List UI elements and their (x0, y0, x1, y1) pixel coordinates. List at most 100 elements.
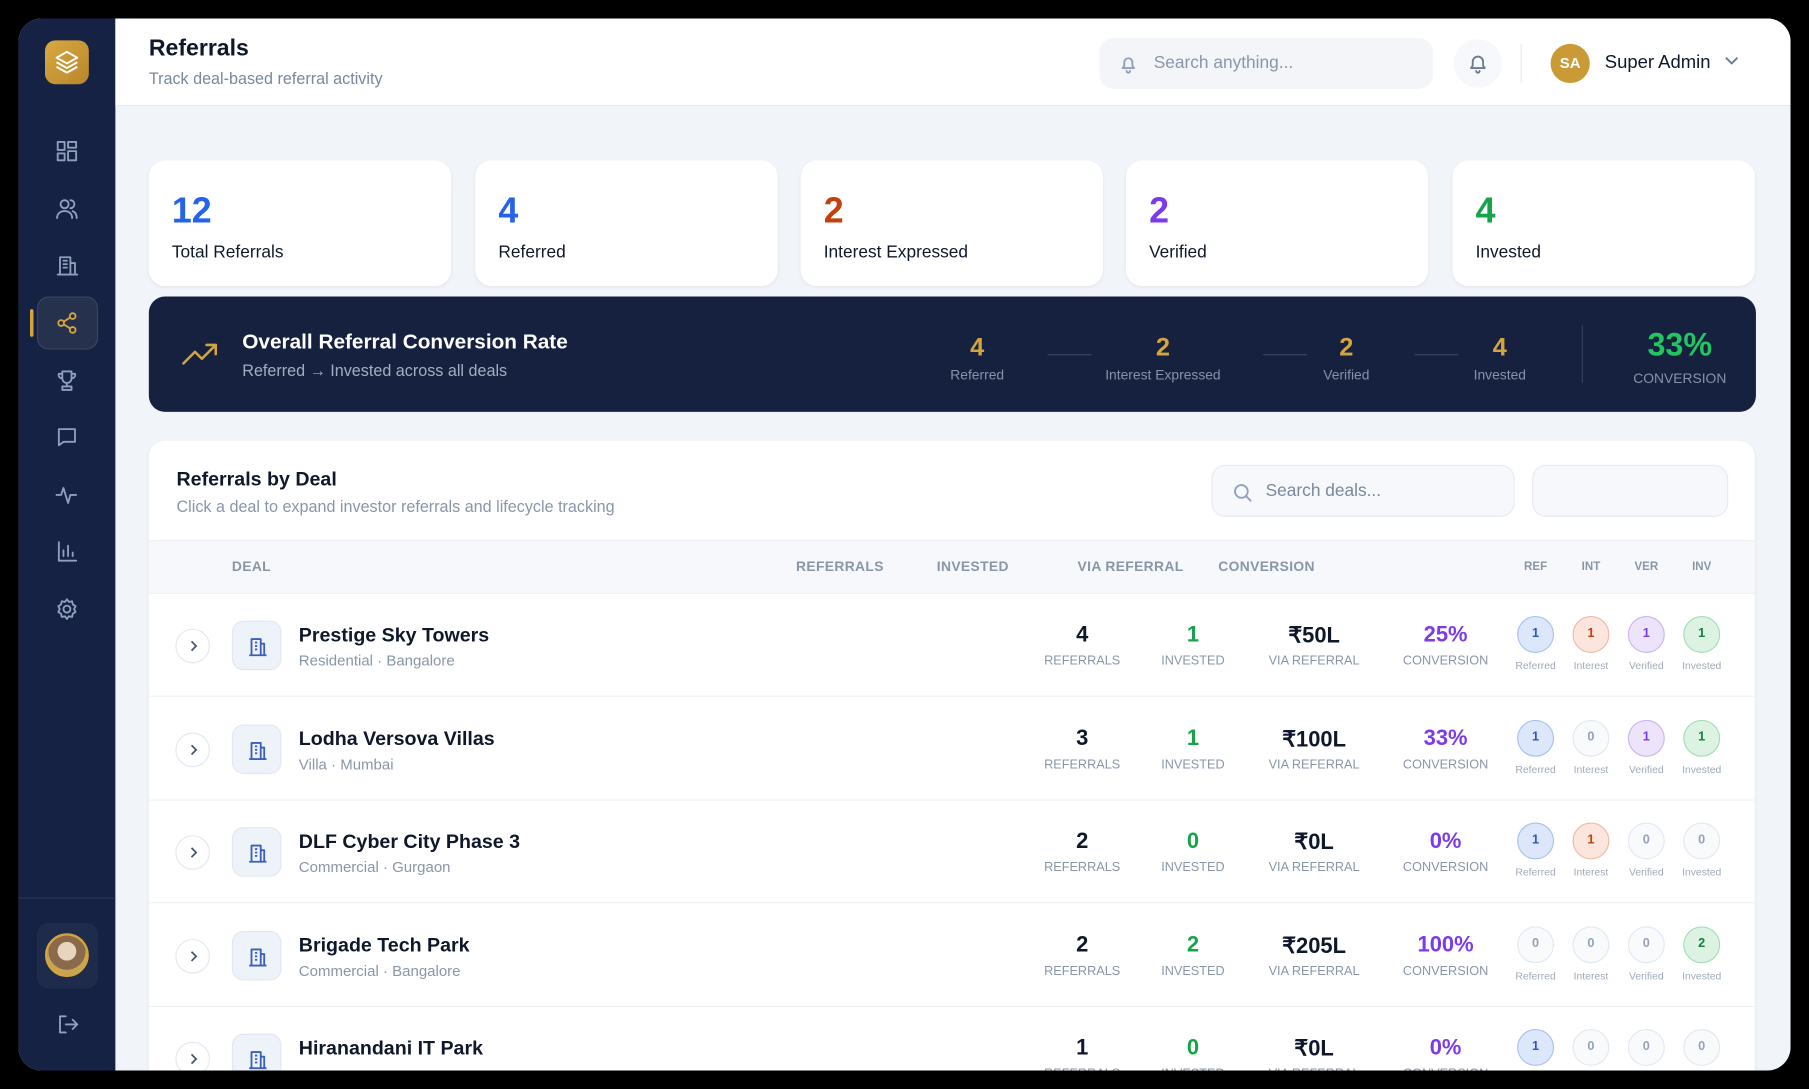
user-avatar[interactable]: SA (1550, 43, 1590, 84)
stage-column-header: VER (1634, 560, 1659, 574)
nav-icon[interactable] (55, 483, 78, 506)
chevron-icon (190, 744, 198, 755)
stage-label: Invested (1682, 763, 1722, 775)
stat-value: 4 (1475, 190, 1496, 231)
stage-label: Interest (1573, 866, 1609, 878)
metric-value: 0 (1186, 1035, 1200, 1061)
nav-active-bar (29, 309, 34, 337)
stage-label: Invested (1682, 866, 1722, 878)
metric-label: REFERRALS (1044, 1067, 1120, 1070)
profile-avatar[interactable] (44, 933, 89, 978)
nav-icon[interactable] (55, 426, 78, 449)
stage-label: Referred (1515, 659, 1556, 672)
deal-row[interactable]: Hiranandani IT Park 1 REFERRALS 0 INVESTED ₹0… (149, 1007, 1755, 1071)
chevron-icon (190, 640, 198, 652)
notification-button[interactable] (1453, 39, 1503, 88)
sidebar-divider (18, 897, 116, 899)
deals-subtitle: Click a deal to expand investor referral… (176, 497, 615, 516)
metric-value: ₹0L (1294, 1037, 1334, 1062)
stage-column-header: INT (1581, 560, 1601, 574)
metric-value: 1 (1076, 1035, 1089, 1061)
chevron-icon (190, 1053, 198, 1065)
logo[interactable] (44, 40, 89, 85)
deals-search-icon (1234, 484, 1252, 502)
stage-badge: 1 (1572, 822, 1610, 860)
nav-icon[interactable] (55, 140, 78, 163)
banner-divider (1581, 325, 1583, 383)
nav-icon[interactable] (55, 540, 78, 563)
stage-badge: 0 (1572, 925, 1610, 963)
stage-label: Interest (1573, 969, 1609, 982)
deal-row[interactable]: Lodha Versova Villas Villa · Mumbai 3 REFER… (148, 697, 1755, 801)
column-header: REFERRALS (796, 558, 884, 575)
sidebar (18, 18, 116, 1071)
stat-label: Total Referrals (171, 242, 284, 262)
deal-row[interactable]: DLF Cyber City Phase 3 Commercial · Gurga… (148, 801, 1755, 904)
page-subtitle: Track deal-based referral activity (148, 69, 383, 88)
metric-value: 4 (1076, 622, 1089, 648)
stage-badge: 0 (1627, 925, 1665, 963)
stage-badge: 0 (1683, 1029, 1721, 1066)
metric-value: 1 (1186, 726, 1200, 751)
stage-label: Referred (1515, 866, 1556, 878)
expand-button[interactable] (175, 628, 210, 664)
metric-value: 0 (1186, 829, 1200, 854)
nav-icon[interactable] (55, 369, 78, 392)
stage-label: Verified (1629, 763, 1664, 775)
stat-label: Verified (1149, 242, 1207, 262)
stage-badge: 2 (1683, 925, 1721, 963)
stat-value: 4 (498, 190, 519, 231)
banner-title: Overall Referral Conversion Rate (242, 329, 568, 354)
stage-badge: 1 (1683, 719, 1721, 757)
metric-value: ₹205L (1282, 933, 1347, 959)
metric-value: ₹50L (1288, 624, 1340, 649)
search-box[interactable]: Search anything... (1099, 38, 1433, 89)
expand-button[interactable] (175, 835, 210, 870)
deal-icon (249, 947, 267, 966)
metric-label: INVESTED (1161, 654, 1225, 668)
stage-badge: 0 (1572, 1029, 1610, 1066)
nav-icon[interactable] (55, 311, 78, 334)
header-divider (1520, 43, 1522, 84)
nav-icon[interactable] (55, 598, 78, 621)
step-connector (1263, 354, 1308, 356)
user-name[interactable]: Super Admin (1604, 53, 1711, 73)
deal-row[interactable]: Brigade Tech Park Commercial · Bangalore 2… (148, 904, 1755, 1007)
deal-row[interactable]: Prestige Sky Towers Residential · Bangalo… (148, 594, 1755, 697)
stage-badge: 1 (1517, 719, 1555, 757)
step-value: 2 (1155, 332, 1170, 362)
conversion-banner: Overall Referral Conversion Rate Referre… (148, 296, 1756, 412)
deals-search[interactable]: Search deals... (1211, 464, 1515, 517)
stage-badge: 1 (1627, 719, 1665, 757)
expand-button[interactable] (175, 938, 210, 974)
step-connector (1414, 354, 1459, 356)
metric-label: INVESTED (1161, 1067, 1224, 1070)
metric-value: ₹0L (1294, 830, 1334, 855)
deals-filter[interactable] (1532, 464, 1729, 517)
column-header: DEAL (231, 558, 271, 575)
table-header (148, 539, 1755, 595)
stat-value: 2 (1149, 190, 1169, 231)
column-header: CONVERSION (1218, 558, 1315, 575)
nav-icon[interactable] (55, 197, 78, 220)
page-title: Referrals (148, 35, 249, 62)
metric-value: 2 (1076, 932, 1089, 957)
logout-icon[interactable] (57, 1013, 80, 1036)
stage-badge: 0 (1627, 822, 1665, 860)
deal-name: Prestige Sky Towers (298, 624, 490, 647)
trend-icon (182, 343, 218, 365)
nav-icon[interactable] (55, 254, 79, 277)
stage-badge: 1 (1627, 616, 1665, 653)
metric-value: 2 (1076, 829, 1089, 854)
deal-meta: Commercial · Bangalore (298, 961, 461, 979)
metric-label: CONVERSION (1402, 654, 1489, 668)
chevron-icon (190, 847, 198, 858)
metric-label: REFERRALS (1044, 860, 1121, 875)
metric-label: CONVERSION (1402, 757, 1489, 772)
user-menu-chevron[interactable] (1724, 55, 1740, 67)
expand-button[interactable] (175, 731, 210, 767)
stat-label: Interest Expressed (823, 242, 969, 262)
stage-label: Invested (1682, 969, 1722, 982)
